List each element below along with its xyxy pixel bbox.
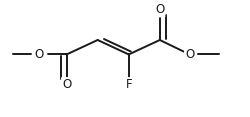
Text: O: O xyxy=(155,3,164,16)
Text: O: O xyxy=(34,48,44,61)
Text: O: O xyxy=(62,78,71,91)
Text: O: O xyxy=(185,48,194,61)
Text: F: F xyxy=(126,78,132,91)
